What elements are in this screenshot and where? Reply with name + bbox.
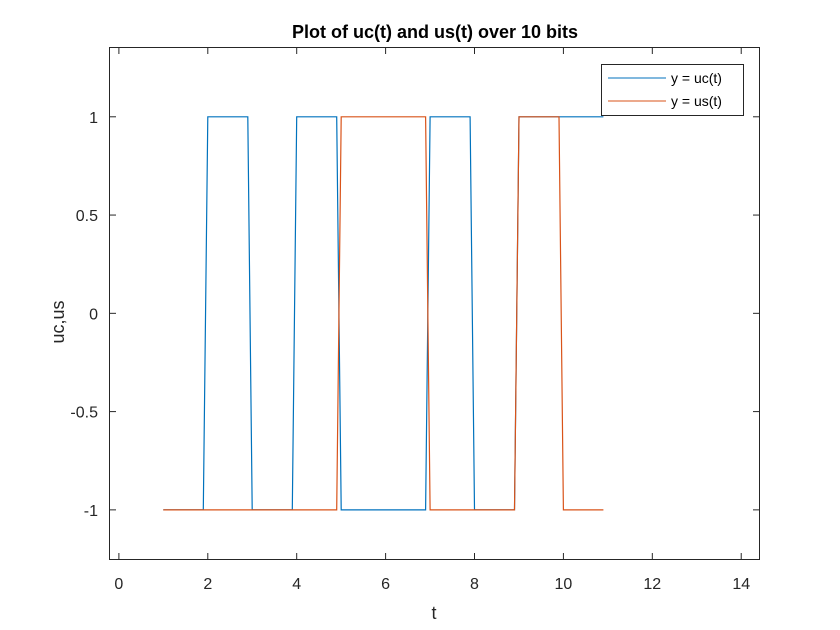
y-tick-label: 1	[89, 110, 98, 127]
y-axis: 1 0.5 0 -0.5 -1	[70, 110, 759, 520]
y-tick-label: -1	[84, 503, 98, 520]
x-axis: 0 2 4 6 8 10 12 14	[114, 48, 750, 593]
x-tick-label: 8	[470, 576, 479, 593]
series-layer	[163, 116, 604, 511]
legend-label-us: y = us(t)	[671, 93, 722, 109]
x-tick-label: 12	[643, 576, 661, 593]
x-tick-label: 6	[381, 576, 390, 593]
legend-box	[601, 64, 744, 116]
plot-area	[109, 47, 760, 560]
x-tick-label: 14	[732, 576, 750, 593]
y-tick-label: -0.5	[70, 405, 98, 422]
x-tick-label: 0	[114, 576, 123, 593]
series-line-1	[163, 116, 604, 511]
x-axis-title: t	[431, 603, 436, 623]
y-tick-label: 0	[89, 306, 98, 323]
series-line-0	[163, 116, 604, 511]
chart-title: Plot of uc(t) and us(t) over 10 bits	[292, 22, 578, 42]
legend: y = uc(t) y = us(t)	[601, 64, 744, 116]
y-tick-label: 0.5	[76, 208, 98, 225]
y-axis-title: uc,us	[48, 300, 68, 343]
x-tick-label: 10	[555, 576, 573, 593]
x-tick-label: 2	[203, 576, 212, 593]
x-tick-label: 4	[292, 576, 301, 593]
legend-label-uc: y = uc(t)	[671, 70, 722, 86]
